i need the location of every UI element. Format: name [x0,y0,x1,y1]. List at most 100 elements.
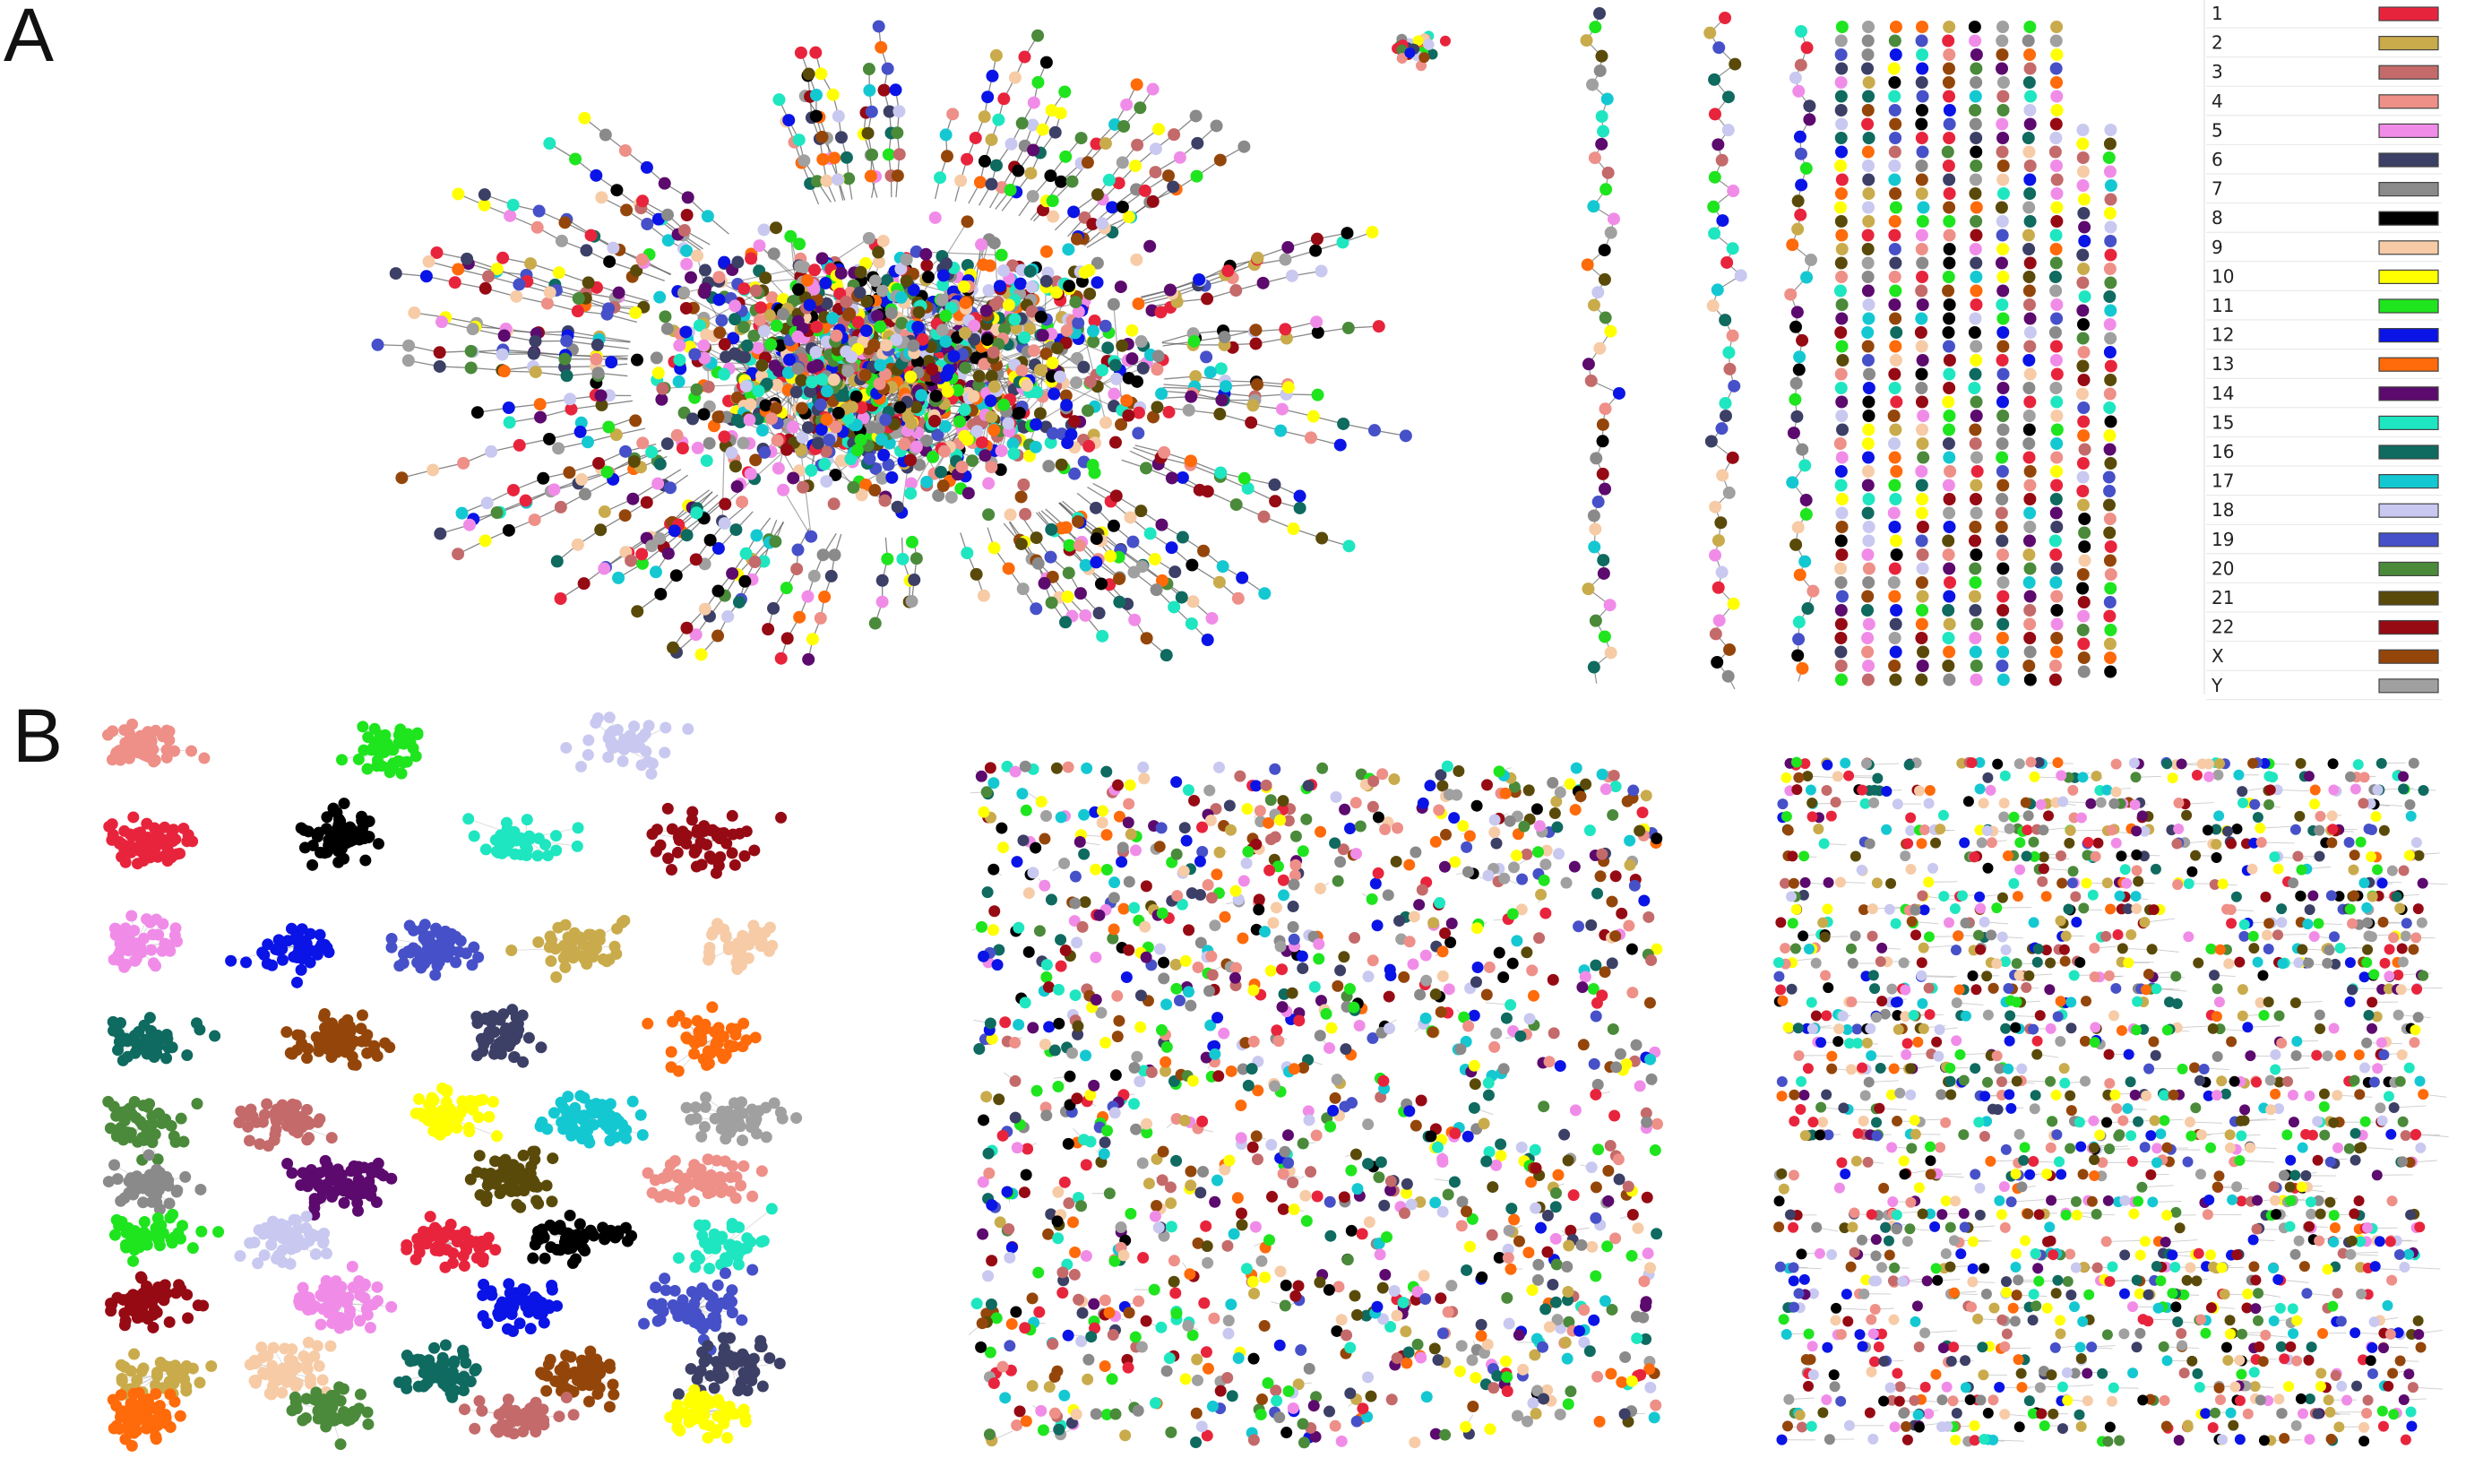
gene-node [357,720,369,733]
gene-node [1915,576,1928,589]
gene-node [592,456,606,470]
gene-node [646,1186,659,1199]
gene-node [1201,634,1214,647]
gene-node [642,1017,654,1030]
gene-node [181,1049,194,1062]
gene-node [190,1017,203,1030]
gene-node [760,377,773,391]
gene-node [729,348,742,361]
gene-node [2050,48,2064,61]
gene-node [2023,187,2037,200]
gene-node [840,151,853,164]
gene-node [141,1280,153,1292]
gene-node [558,216,572,229]
gene-node [2023,562,2037,575]
gene-node [1969,423,1982,436]
gene-node [1969,562,1982,575]
gene-node [1293,501,1306,514]
gene-node [285,922,297,935]
gene-node [591,1387,604,1400]
gene-node [1155,518,1168,531]
gene-node [2078,290,2091,303]
gene-node [289,931,302,944]
gene-node [2022,271,2036,283]
gene-node [2077,207,2091,220]
gene-node [733,946,746,959]
gene-node [377,737,390,749]
gene-node [2104,415,2117,428]
gene-node [1890,465,1903,478]
gene-node [178,1373,191,1385]
gene-node [1943,673,1956,686]
gene-node [1890,395,1903,409]
gene-node [1890,534,1903,548]
gene-node [610,948,623,961]
gene-node [2050,590,2064,603]
gene-node [855,488,868,502]
gene-node [588,1118,600,1131]
gene-node [881,62,894,75]
gene-node [984,394,997,408]
gene-node [433,1127,445,1140]
gene-node [760,1131,772,1143]
gene-node [270,1115,282,1127]
gene-node [1799,494,1813,507]
gene-node [617,743,630,755]
gene-node [1996,395,2009,409]
gene-node [1834,673,1848,686]
gene-node [1786,238,1799,252]
gene-node [2022,145,2036,159]
gene-node [746,1114,758,1126]
gene-node [737,1160,750,1172]
gene-node [769,221,782,235]
gene-node [1861,326,1875,339]
gene-node [1996,617,2010,631]
gene-node [130,953,142,965]
gene-node [668,1284,681,1297]
gene-node [968,319,981,332]
gene-node [1834,660,1848,672]
gene-node [2078,220,2091,234]
gene-node [1108,358,1122,372]
gene-node [1279,323,1292,336]
gene-node [1942,34,1955,47]
gene-node [513,438,526,452]
gene-node [738,850,751,862]
gene-node [507,1325,520,1338]
gene-node [1834,187,1848,200]
gene-node [889,83,902,97]
gene-node [1862,215,1875,228]
gene-node [1186,558,1199,572]
gene-node [986,69,999,82]
gene-node [546,1195,558,1208]
gene-node [1125,352,1139,366]
gene-node [1834,382,1848,394]
gene-node [309,1248,322,1261]
gene-node [313,826,325,839]
gene-node [157,918,169,930]
gene-node [997,92,1011,106]
gene-node [985,410,998,424]
gene-node [1888,76,1901,89]
gene-node [880,339,893,352]
gene-node [559,962,572,974]
gene-node [801,420,815,434]
gene-node [331,1046,343,1058]
gene-node [725,446,738,460]
gene-node [439,1339,452,1351]
gene-node [2078,540,2091,553]
gene-node [2022,243,2036,255]
gene-node [150,1387,162,1400]
gene-node [1095,364,1108,377]
gene-node [113,748,125,761]
gene-node [972,369,986,383]
gene-node [514,832,527,844]
gene-node [2022,229,2035,242]
gene-node [558,352,572,366]
gene-node [669,569,683,582]
gene-node [944,490,958,504]
gene-node [1599,311,1612,324]
gene-node [763,308,776,322]
gene-node [740,825,753,838]
gene-node [1862,534,1875,548]
